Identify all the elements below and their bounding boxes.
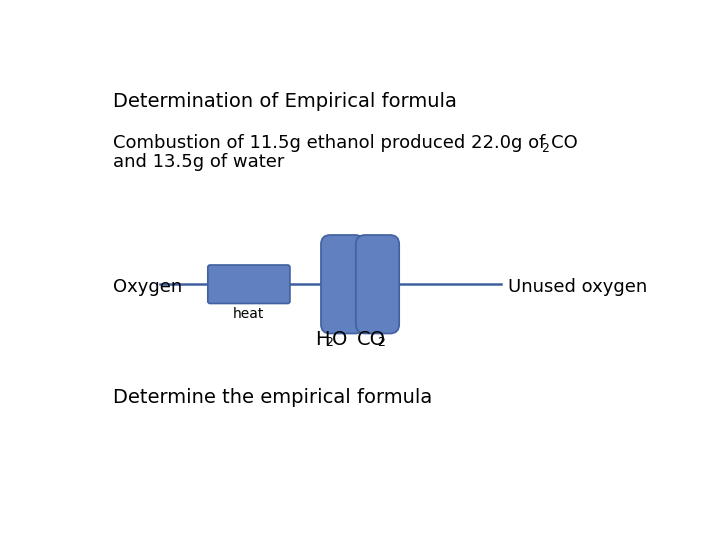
Text: H: H (315, 330, 329, 349)
Text: O: O (332, 330, 347, 349)
Text: 2: 2 (541, 142, 549, 155)
Text: Unused oxygen: Unused oxygen (508, 278, 648, 296)
Text: 2: 2 (325, 336, 333, 349)
FancyBboxPatch shape (356, 235, 399, 334)
Text: Determination of Empirical formula: Determination of Empirical formula (113, 92, 457, 111)
Text: 2: 2 (377, 336, 385, 349)
Text: CO: CO (357, 330, 387, 349)
Text: Determine the empirical formula: Determine the empirical formula (113, 388, 433, 407)
Text: and 13.5g of water: and 13.5g of water (113, 153, 284, 171)
Text: Oxygen: Oxygen (113, 278, 182, 296)
Text: heat: heat (233, 307, 264, 321)
Text: Combustion of 11.5g ethanol produced 22.0g of CO: Combustion of 11.5g ethanol produced 22.… (113, 134, 578, 152)
FancyBboxPatch shape (321, 235, 364, 334)
FancyBboxPatch shape (208, 265, 290, 303)
